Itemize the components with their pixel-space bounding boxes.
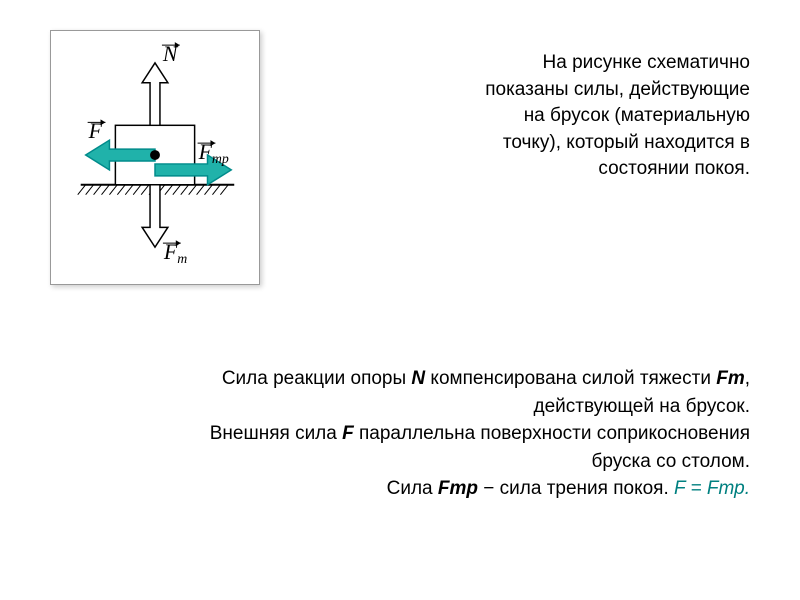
explanation-line5: Сила Fтр − сила трения покоя. F = Fтр. [50, 475, 750, 503]
force-Ftr-label: Fтр [198, 140, 229, 166]
symbol-Fm: Fm [716, 368, 745, 389]
svg-text:N: N [162, 42, 179, 66]
center-dot [150, 150, 160, 160]
desc-line1: На рисунке схематично [543, 52, 750, 73]
force-Ft-arrow [142, 185, 168, 247]
symbol-N: N [411, 368, 425, 389]
description-text-right: На рисунке схематично показаны силы, дей… [370, 50, 750, 183]
symbol-F: F [342, 423, 354, 444]
desc-line2: показаны силы, действующие [485, 79, 750, 100]
symbol-Ftr: Fтр [438, 478, 478, 499]
desc-line3: на брусок (материальную [524, 105, 750, 126]
svg-text:Fт: Fт [163, 240, 187, 266]
physics-diagram-container: N Fт F Fтр [50, 30, 260, 285]
svg-text:F: F [88, 119, 103, 143]
force-N-label: N [162, 42, 180, 66]
force-F-label: F [88, 119, 106, 143]
desc-line4: точку), который находится в [503, 132, 750, 153]
explanation-text-bottom: Сила реакции опоры N компенсирована сило… [50, 365, 750, 503]
physics-diagram-svg: N Fт F Fтр [51, 31, 259, 284]
explanation-line2: действующей на брусок. [50, 393, 750, 421]
desc-line5: состоянии покоя. [598, 158, 750, 179]
explanation-line1: Сила реакции опоры N компенсирована сило… [50, 365, 750, 393]
explanation-line4: бруска со столом. [50, 448, 750, 476]
equation-F-eq-Ftr: F = Fтр. [674, 478, 750, 499]
explanation-line3: Внешняя сила F параллельна поверхности с… [50, 420, 750, 448]
force-N-arrow [142, 63, 168, 125]
force-Ft-label: Fт [163, 240, 187, 266]
